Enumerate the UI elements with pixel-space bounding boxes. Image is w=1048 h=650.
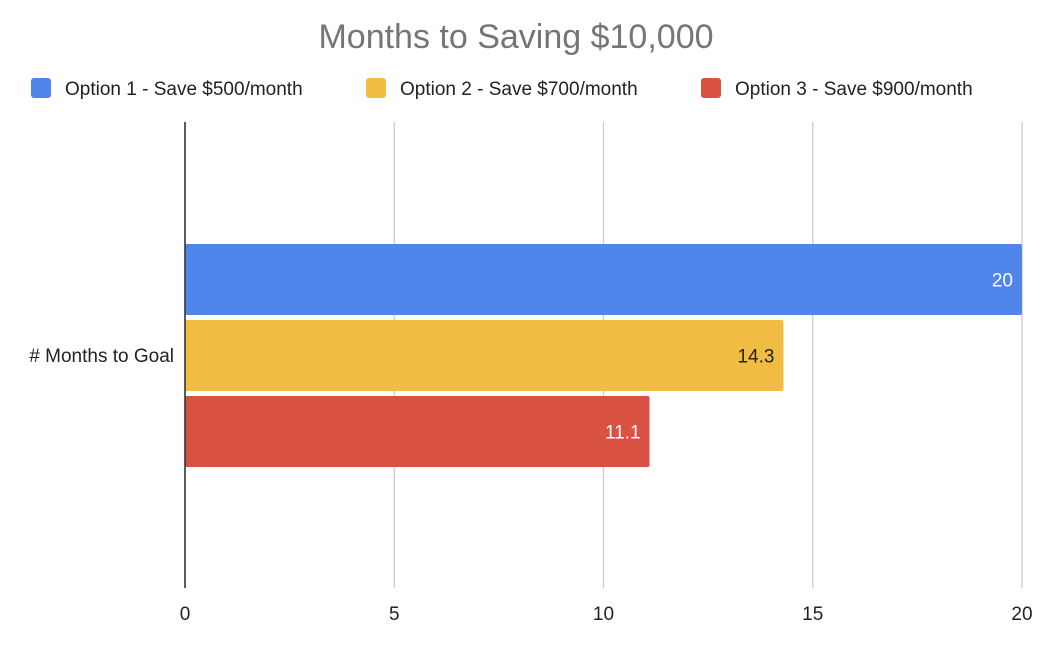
legend-item[interactable]: Option 3 - Save $900/month <box>701 78 973 100</box>
legend-item[interactable]: Option 2 - Save $700/month <box>366 78 638 100</box>
x-tick-label: 5 <box>389 604 400 625</box>
x-tick-label: 10 <box>593 604 614 625</box>
bar[interactable] <box>185 244 1022 315</box>
bar-data-label: 14.3 <box>737 347 774 368</box>
bars: 20 14.3 11.1 <box>185 244 1022 467</box>
bar-data-label: 20 <box>992 271 1013 292</box>
category-label: # Months to Goal <box>29 346 174 367</box>
legend-label: Option 2 - Save $700/month <box>400 79 638 100</box>
bar[interactable] <box>185 320 784 391</box>
x-tick-label: 15 <box>802 604 823 625</box>
axis: 0 5 10 15 20 # Months to Goal <box>29 122 1033 625</box>
bar[interactable] <box>185 396 650 467</box>
legend-item[interactable]: Option 1 - Save $500/month <box>31 78 303 100</box>
x-tick-label: 20 <box>1011 604 1032 625</box>
bar-data-label: 11.1 <box>605 423 641 444</box>
x-tick-label: 0 <box>180 604 191 625</box>
legend-label: Option 3 - Save $900/month <box>735 79 973 100</box>
legend-label: Option 1 - Save $500/month <box>65 79 303 100</box>
legend: Option 1 - Save $500/month Option 2 - Sav… <box>31 78 973 100</box>
legend-swatch <box>701 78 721 98</box>
legend-swatch <box>31 78 51 98</box>
legend-swatch <box>366 78 386 98</box>
chart-title: Months to Saving $10,000 <box>318 18 713 56</box>
